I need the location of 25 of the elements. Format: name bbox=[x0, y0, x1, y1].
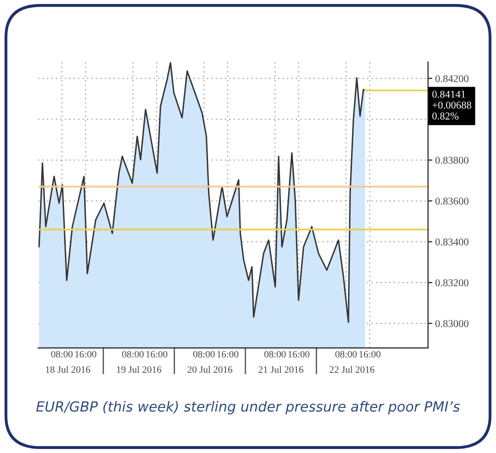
x2-tick-label: 22 Jul 2016 bbox=[330, 366, 374, 373]
x-tick-label: 08:00 bbox=[264, 350, 286, 358]
y-tick-label: 0.84200 bbox=[435, 75, 468, 82]
text: +0.00688 bbox=[432, 102, 472, 109]
y-tick-label: 0.83600 bbox=[435, 198, 468, 205]
x-tick-label: 16:00 bbox=[217, 350, 238, 358]
x2-tick-label: 21 Jul 2016 bbox=[258, 366, 304, 373]
x-tick-label: 16:00 bbox=[146, 350, 168, 358]
y-tick-label: 0.83800 bbox=[435, 156, 468, 164]
x-tick-label: 16:00 bbox=[360, 350, 380, 358]
y-tick-label: 0.83000 bbox=[435, 320, 468, 328]
y-tick-label: 0.83200 bbox=[435, 279, 468, 286]
x-tick-label: 08:00 bbox=[193, 350, 215, 358]
x2-tick-label: 18 Jul 2016 bbox=[46, 366, 90, 373]
text: EUR/GBP (this week) sterling under pressure after poor PMI’s bbox=[36, 400, 460, 414]
x2-tick-label: 19 Jul 2016 bbox=[117, 366, 162, 373]
x2-tick-label: 20 Jul 2016 bbox=[188, 366, 232, 373]
x-tick-label: 16:00 bbox=[288, 350, 310, 358]
text: 0.82% bbox=[432, 112, 458, 120]
y-tick-label: 0.83400 bbox=[435, 238, 468, 246]
ref-line-label: 0.84141 bbox=[432, 90, 466, 98]
x-tick-label: 08:00 bbox=[122, 350, 144, 358]
x-tick-label: 16:00 bbox=[75, 350, 96, 358]
x-tick-label: 08:00 bbox=[51, 350, 73, 358]
x-tick-label: 08:00 bbox=[335, 350, 357, 358]
